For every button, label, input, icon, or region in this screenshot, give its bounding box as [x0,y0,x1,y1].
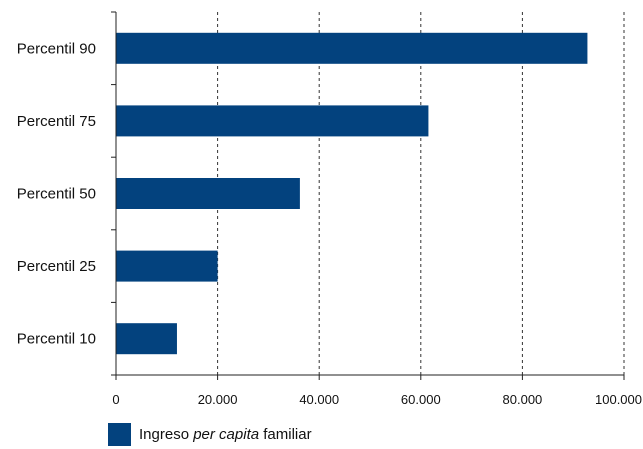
bar [116,250,218,282]
x-tick-label: 20.000 [198,392,238,407]
y-tick-label: Percentil 50 [17,186,96,203]
legend: Ingreso per capita familiar [108,422,312,446]
legend-label: Ingreso per capita familiar [139,426,312,443]
legend-label-prefix: Ingreso [139,425,194,443]
y-tick-label: Percentil 10 [17,331,96,348]
y-tick-label: Percentil 25 [17,258,96,275]
x-tick-label: 60.000 [401,392,441,407]
grid-lines [217,12,625,375]
x-tick-label: 0 [112,392,119,407]
bar [116,105,429,137]
x-tick-label: 80.000 [503,392,543,407]
bar [116,323,177,355]
y-tick-label: Percentil 75 [17,113,96,130]
y-tick-label: Percentil 90 [17,40,96,57]
legend-swatch [108,422,131,446]
axes [111,11,625,380]
legend-label-suffix: familiar [259,425,312,443]
bar-chart: Percentil 10 Percentil 25 Percentil 50 Perc… [17,11,642,407]
bar [116,178,300,209]
legend-label-italic: per capita [193,425,260,443]
bar [116,32,588,64]
tick-labels: Percentil 10 Percentil 25 Percentil 50 Perc… [17,40,642,407]
bars [116,32,588,355]
x-tick-label: 40.000 [299,392,339,407]
x-tick-label: 100.000 [595,392,642,407]
